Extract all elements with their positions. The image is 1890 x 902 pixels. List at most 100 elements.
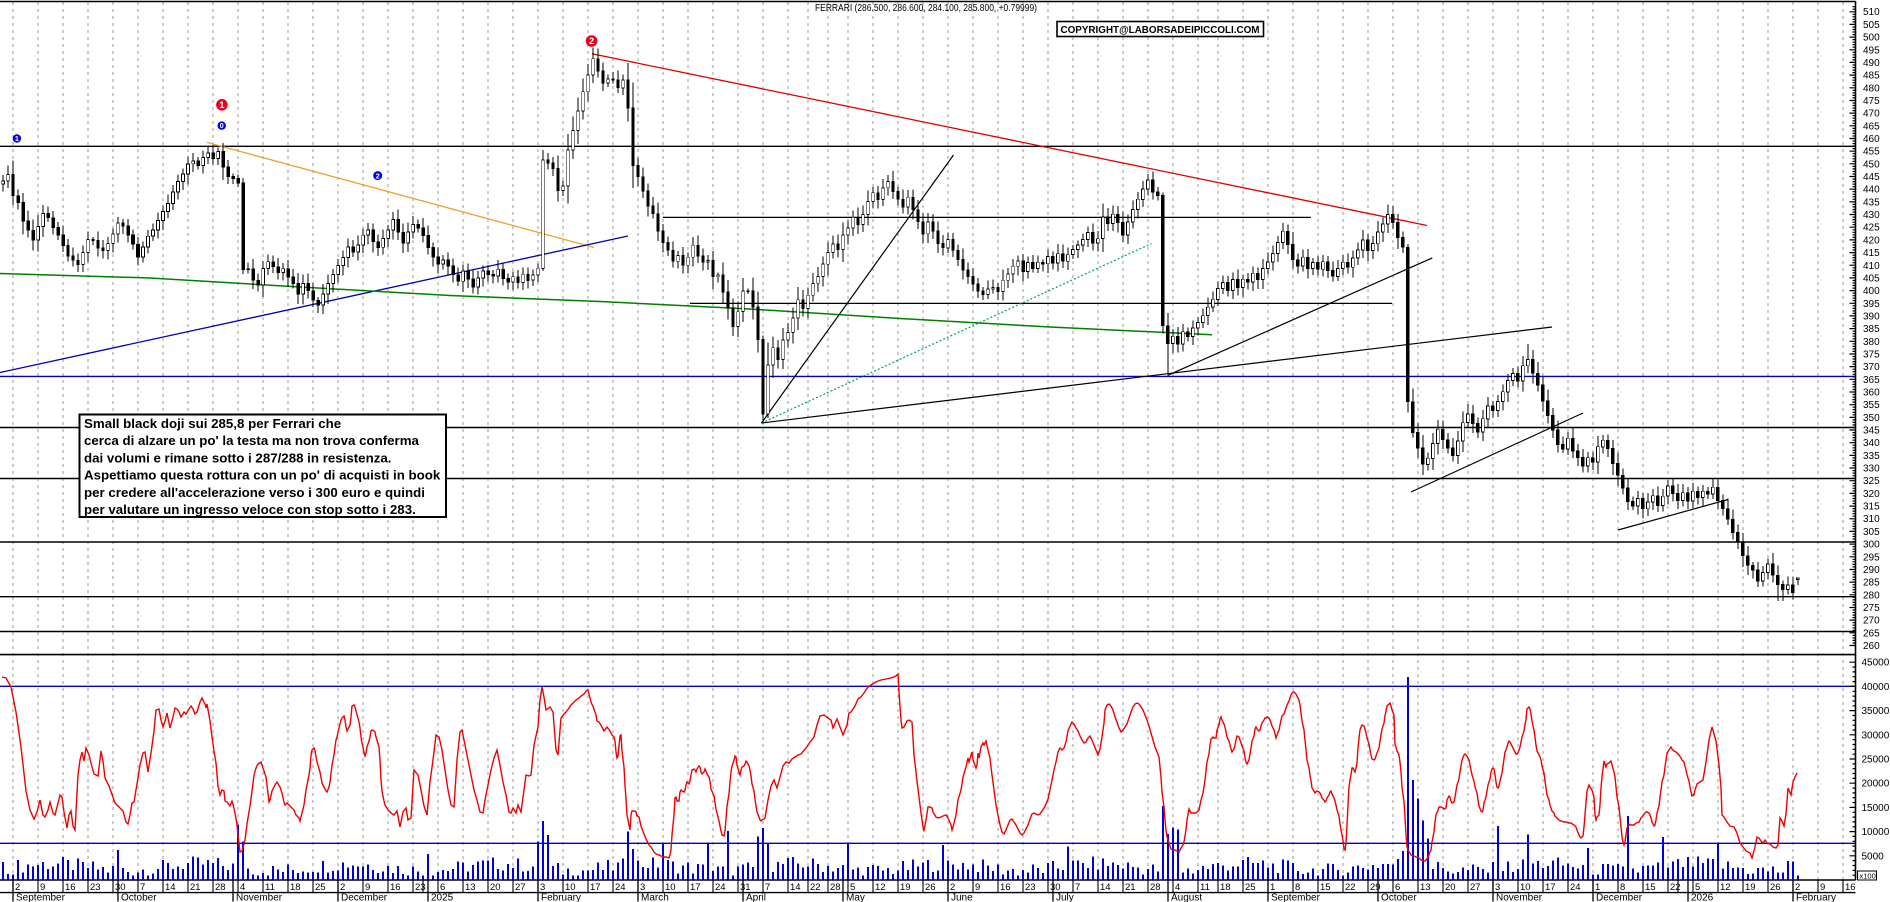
svg-text:370: 370 xyxy=(1863,362,1880,373)
svg-text:9: 9 xyxy=(1820,882,1825,893)
svg-text:14: 14 xyxy=(790,882,801,893)
svg-text:335: 335 xyxy=(1863,451,1880,462)
svg-text:410: 410 xyxy=(1863,261,1880,272)
svg-text:310: 310 xyxy=(1863,514,1880,525)
svg-text:440: 440 xyxy=(1863,185,1880,196)
svg-text:2: 2 xyxy=(950,882,955,893)
svg-text:405: 405 xyxy=(1863,273,1880,284)
svg-text:445: 445 xyxy=(1863,172,1880,183)
svg-text:20000: 20000 xyxy=(1862,779,1890,790)
svg-text:13: 13 xyxy=(465,882,476,893)
svg-text:14: 14 xyxy=(165,882,176,893)
svg-text:20: 20 xyxy=(490,882,501,893)
svg-text:28: 28 xyxy=(215,882,226,893)
svg-text:455: 455 xyxy=(1863,147,1880,158)
svg-text:385: 385 xyxy=(1863,324,1880,335)
svg-text:November: November xyxy=(1496,893,1543,902)
svg-text:400: 400 xyxy=(1863,286,1880,297)
svg-text:0: 0 xyxy=(220,123,224,130)
svg-text:23: 23 xyxy=(90,882,101,893)
svg-text:per valutare un ingresso veloc: per valutare un ingresso veloce con stop… xyxy=(84,502,416,517)
svg-text:330: 330 xyxy=(1863,464,1880,475)
svg-text:15: 15 xyxy=(1645,882,1656,893)
svg-text:29: 29 xyxy=(1370,882,1381,893)
svg-text:9: 9 xyxy=(40,882,45,893)
svg-text:3: 3 xyxy=(540,882,545,893)
svg-text:275: 275 xyxy=(1863,603,1880,614)
svg-text:390: 390 xyxy=(1863,311,1880,322)
svg-text:480: 480 xyxy=(1863,83,1880,94)
svg-text:315: 315 xyxy=(1863,502,1880,513)
svg-text:24: 24 xyxy=(615,882,626,893)
svg-text:Small black doji sui 285,8 per: Small black doji sui 285,8 per Ferrari c… xyxy=(84,416,341,431)
svg-text:5: 5 xyxy=(1695,882,1700,893)
svg-text:8: 8 xyxy=(1620,882,1625,893)
svg-text:17: 17 xyxy=(690,882,701,893)
svg-text:475: 475 xyxy=(1863,96,1880,107)
svg-text:December: December xyxy=(1596,893,1643,902)
svg-text:435: 435 xyxy=(1863,197,1880,208)
svg-text:16: 16 xyxy=(1000,882,1011,893)
svg-text:2: 2 xyxy=(1795,882,1800,893)
svg-text:27: 27 xyxy=(515,882,526,893)
svg-text:5: 5 xyxy=(850,882,855,893)
svg-text:5000: 5000 xyxy=(1862,851,1885,862)
svg-text:350: 350 xyxy=(1863,413,1880,424)
svg-text:February: February xyxy=(1796,893,1836,902)
svg-text:23: 23 xyxy=(415,882,426,893)
svg-text:1: 1 xyxy=(15,136,19,143)
svg-text:2: 2 xyxy=(15,882,20,893)
svg-text:24: 24 xyxy=(1570,882,1581,893)
svg-text:21: 21 xyxy=(1125,882,1136,893)
svg-text:13: 13 xyxy=(1420,882,1431,893)
svg-text:465: 465 xyxy=(1863,121,1880,132)
svg-text:25000: 25000 xyxy=(1862,755,1890,766)
svg-text:November: November xyxy=(236,893,283,902)
svg-text:2: 2 xyxy=(589,36,594,46)
svg-text:495: 495 xyxy=(1863,45,1880,56)
svg-text:365: 365 xyxy=(1863,375,1880,386)
svg-text:x100: x100 xyxy=(1860,871,1876,880)
svg-text:16: 16 xyxy=(1845,882,1856,893)
svg-text:490: 490 xyxy=(1863,58,1880,69)
svg-text:2025: 2025 xyxy=(431,893,454,902)
svg-text:May: May xyxy=(846,893,865,902)
svg-text:7: 7 xyxy=(765,882,770,893)
svg-text:2: 2 xyxy=(376,171,380,180)
svg-text:285: 285 xyxy=(1863,578,1880,589)
svg-text:380: 380 xyxy=(1863,337,1880,348)
svg-text:270: 270 xyxy=(1863,616,1880,627)
svg-text:460: 460 xyxy=(1863,134,1880,145)
svg-text:500: 500 xyxy=(1863,33,1880,44)
svg-text:19: 19 xyxy=(1745,882,1756,893)
svg-text:355: 355 xyxy=(1863,400,1880,411)
svg-text:1: 1 xyxy=(219,100,224,110)
svg-text:30000: 30000 xyxy=(1862,730,1890,741)
svg-text:430: 430 xyxy=(1863,210,1880,221)
svg-text:320: 320 xyxy=(1863,489,1880,500)
svg-text:26: 26 xyxy=(925,882,936,893)
svg-text:17: 17 xyxy=(1545,882,1556,893)
svg-text:260: 260 xyxy=(1863,641,1880,652)
svg-text:4: 4 xyxy=(240,882,245,893)
svg-text:15000: 15000 xyxy=(1862,803,1890,814)
svg-text:6: 6 xyxy=(440,882,445,893)
svg-text:1: 1 xyxy=(1595,882,1600,893)
svg-text:14: 14 xyxy=(1100,882,1111,893)
svg-text:17: 17 xyxy=(590,882,601,893)
svg-text:290: 290 xyxy=(1863,565,1880,576)
svg-text:10: 10 xyxy=(565,882,576,893)
svg-text:16: 16 xyxy=(65,882,76,893)
svg-text:25: 25 xyxy=(1245,882,1256,893)
svg-text:9: 9 xyxy=(365,882,370,893)
svg-text:Aspettiamo questa rottura con: Aspettiamo questa rottura con un po' di … xyxy=(84,468,441,483)
svg-text:35000: 35000 xyxy=(1862,706,1890,717)
svg-text:3: 3 xyxy=(1495,882,1500,893)
svg-text:December: December xyxy=(341,893,388,902)
svg-text:415: 415 xyxy=(1863,248,1880,259)
svg-text:22: 22 xyxy=(810,882,821,893)
svg-text:1: 1 xyxy=(1270,882,1275,893)
svg-text:305: 305 xyxy=(1863,527,1880,538)
svg-text:4: 4 xyxy=(1175,882,1180,893)
svg-text:27: 27 xyxy=(1470,882,1481,893)
